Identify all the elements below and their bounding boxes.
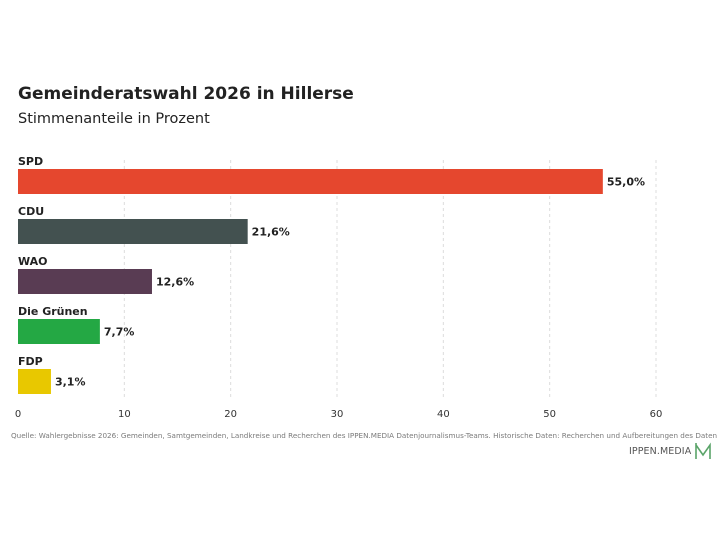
category-label: CDU bbox=[18, 205, 44, 218]
x-tick-label: 60 bbox=[650, 409, 663, 420]
x-tick-label: 30 bbox=[331, 409, 344, 420]
category-label: WAO bbox=[18, 255, 48, 268]
category-label: Die Grünen bbox=[18, 305, 88, 318]
value-label: 12,6% bbox=[156, 276, 194, 289]
bar bbox=[18, 319, 100, 344]
value-label: 21,6% bbox=[252, 226, 290, 239]
x-tick-label: 10 bbox=[118, 409, 131, 420]
bar bbox=[18, 169, 603, 194]
x-tick-label: 40 bbox=[437, 409, 450, 420]
bar bbox=[18, 219, 248, 244]
logo-text: IPPEN.MEDIA bbox=[629, 445, 692, 457]
category-label: FDP bbox=[18, 355, 43, 368]
x-tick-label: 50 bbox=[543, 409, 556, 420]
chart-title: Gemeinderatswahl 2026 in Hillerse bbox=[18, 84, 354, 104]
source-note: Quelle: Wahlergebnisse 2026: Gemeinden, … bbox=[11, 431, 718, 440]
ippen-media-logo: IPPEN.MEDIA bbox=[629, 441, 712, 461]
bar bbox=[18, 369, 51, 394]
value-label: 7,7% bbox=[104, 326, 135, 339]
bar bbox=[18, 269, 152, 294]
category-label: SPD bbox=[18, 155, 43, 168]
logo-m-icon bbox=[695, 442, 712, 459]
value-label: 3,1% bbox=[55, 376, 86, 389]
chart-subtitle: Stimmenanteile in Prozent bbox=[18, 111, 210, 127]
x-tick-label: 20 bbox=[224, 409, 237, 420]
value-label: 55,0% bbox=[607, 176, 645, 189]
x-tick-label: 0 bbox=[15, 409, 21, 420]
